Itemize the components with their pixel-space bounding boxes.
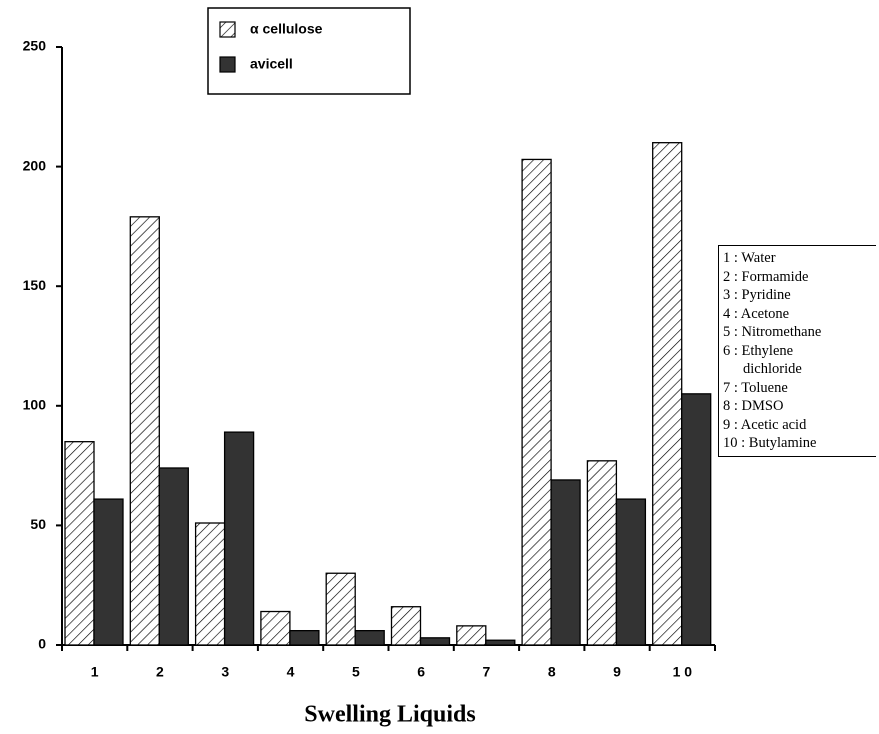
x-tick-label: 7 <box>483 664 491 680</box>
key-box: 1 : Water 2 : Formamide 3 : Pyridine 4 : Ac… <box>718 245 876 457</box>
y-tick-label: 100 <box>23 397 47 413</box>
bar <box>390 606 422 646</box>
x-tick-label: 1 0 <box>673 664 693 680</box>
x-axis-label: Swelling Liquids <box>304 702 475 728</box>
bar <box>158 467 189 646</box>
legend-label: α cellulose <box>250 21 323 37</box>
y-tick-label: 200 <box>23 157 47 173</box>
x-tick-label: 3 <box>221 664 229 680</box>
key-item: 10 : Butylamine <box>723 435 817 451</box>
x-tick-label: 4 <box>287 664 295 680</box>
key-item: 5 : Nitromethane <box>723 324 822 340</box>
key-item: 8 : DMSO <box>723 398 784 414</box>
legend-label: avicell <box>250 56 293 72</box>
bar <box>64 441 95 646</box>
legend-box <box>207 7 411 95</box>
key-item: 6 : Ethylene dichloride <box>723 342 802 378</box>
legend-swatch <box>219 56 236 73</box>
bar <box>260 610 291 646</box>
key-item: 3 : Pyridine <box>723 287 791 303</box>
y-tick-label: 0 <box>38 636 46 652</box>
y-tick-label: 150 <box>23 277 47 293</box>
y-tick-label: 50 <box>30 516 46 532</box>
key-item: 4 : Acetone <box>723 305 790 322</box>
bar <box>521 158 552 646</box>
bar <box>456 625 487 646</box>
bar <box>586 460 618 646</box>
bar <box>615 498 647 646</box>
key-item: 2 : Formamide <box>723 268 809 285</box>
x-tick-label: 8 <box>548 664 556 680</box>
bar <box>194 522 226 646</box>
bar <box>550 479 581 646</box>
bar <box>325 572 356 646</box>
key-item: 1 : Water <box>723 250 776 266</box>
key-item: 9 : Acetic acid <box>723 416 807 433</box>
key-item: 7 : Toluene <box>723 379 788 396</box>
x-tick-label: 9 <box>613 664 621 680</box>
bar <box>93 498 124 646</box>
bar <box>485 639 516 646</box>
x-tick-label: 5 <box>352 664 360 680</box>
y-tick-label: 250 <box>23 38 47 54</box>
bar <box>223 431 255 646</box>
bar <box>652 142 683 646</box>
bar <box>419 637 451 646</box>
bar <box>129 216 160 646</box>
legend-swatch <box>219 21 236 38</box>
bar <box>289 629 320 646</box>
bar <box>681 393 712 646</box>
x-tick-label: 1 <box>91 664 99 680</box>
x-tick-label: 2 <box>156 664 164 680</box>
bar <box>354 629 385 646</box>
x-tick-label: 6 <box>417 664 425 680</box>
